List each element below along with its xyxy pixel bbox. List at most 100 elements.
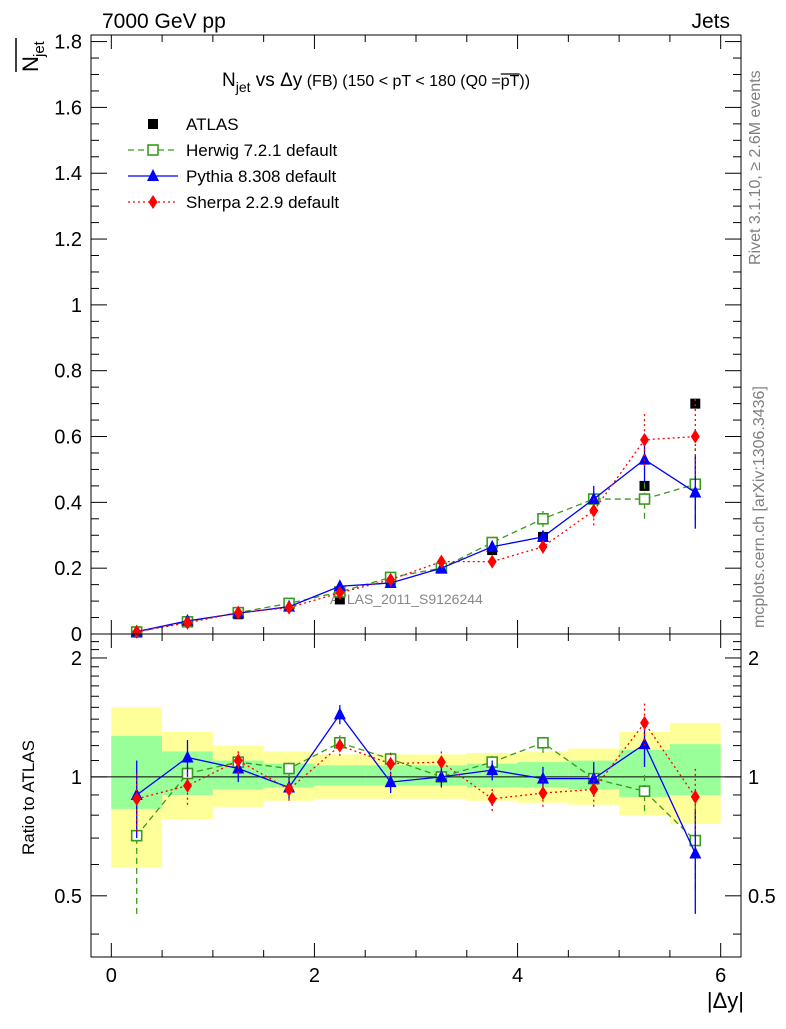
series-sherpa	[132, 397, 700, 639]
marker-sherpa	[640, 715, 650, 730]
marker-sherpa	[690, 789, 700, 804]
ratio-y-tick-label-right: 2	[748, 648, 759, 670]
legend-label: Herwig 7.2.1 default	[186, 141, 337, 160]
series-sherpa	[132, 702, 700, 831]
ratio-y-tick-label: 0.5	[54, 886, 82, 908]
marker-pythia	[384, 775, 397, 788]
marker-pythia	[181, 750, 194, 763]
analysis-watermark: ATLAS_2011_S9126244	[330, 591, 483, 607]
y-tick-label: 0	[71, 624, 82, 646]
marker-sherpa	[386, 572, 396, 587]
series-line	[136, 742, 696, 842]
header-left: 7000 GeV pp	[102, 10, 226, 33]
side-label-bottom: mcplots.cern.ch [arXiv:1306.3436]	[751, 386, 768, 628]
y-tick-label: 0.2	[54, 558, 82, 580]
marker-herwig	[638, 785, 651, 797]
marker-pythia	[147, 169, 159, 181]
marker-herwig	[537, 513, 549, 525]
marker-herwig	[638, 493, 651, 505]
marker-sherpa	[487, 791, 497, 806]
marker-sherpa	[538, 786, 548, 801]
ratio-y-tick-label: 1	[71, 767, 82, 789]
y-tick-label: 1	[71, 295, 82, 317]
ratio-panel: 0 2 4 60.5 0.51 12 2	[54, 620, 776, 987]
marker-pythia	[536, 529, 549, 542]
x-axis-label: |Δy|	[707, 988, 744, 1013]
marker-sherpa	[182, 778, 192, 793]
y-tick-label: 1.4	[54, 163, 82, 185]
marker-herwig	[147, 144, 159, 156]
marker-herwig	[283, 762, 295, 775]
ratio-y-tick-label-right: 0.5	[748, 886, 776, 908]
series-line	[136, 435, 696, 633]
y-tick-label: 1.2	[54, 229, 82, 251]
main-plot-title: Njet vs Δy (FB) (150 < pT < 180 (Q0 =pT)…	[222, 70, 530, 95]
marker-pythia	[638, 737, 651, 750]
marker-pythia	[587, 492, 600, 505]
marker-sherpa	[284, 782, 294, 797]
marker-sherpa	[284, 600, 294, 615]
marker-sherpa	[148, 195, 158, 209]
x-tick-label: 6	[715, 965, 726, 987]
series-herwig	[130, 448, 702, 638]
legend: ATLAS Herwig 7.2.1 default Pythia 8.308 de…	[128, 115, 339, 212]
marker-sherpa	[335, 585, 345, 600]
y-tick-label: 0.6	[54, 427, 82, 449]
marker-sherpa	[132, 791, 142, 806]
series-line	[136, 483, 696, 633]
title-part-rest: (FB) (150 < pT < 180 (Q0 =	[302, 73, 500, 90]
main-panel: 0 0.2 0.4 0.6 0.8 1 1.2 1.4 1.6 1.8	[54, 32, 742, 646]
marker-atlas	[148, 119, 158, 129]
ratio-y-tick-label-right: 1	[748, 767, 759, 789]
marker-sherpa	[233, 605, 243, 620]
marker-pythia	[333, 579, 346, 592]
y-tick-label: 1.8	[54, 32, 82, 54]
marker-sherpa	[182, 615, 192, 630]
legend-label: Sherpa 2.2.9 default	[186, 193, 339, 212]
series-line	[136, 713, 696, 854]
series-line	[136, 458, 696, 633]
legend-label: Pythia 8.308 default	[186, 167, 337, 186]
marker-sherpa	[335, 738, 345, 753]
title-part-over: pT	[501, 73, 520, 90]
marker-pythia	[486, 763, 499, 776]
x-tick-label: 2	[309, 965, 320, 987]
marker-sherpa	[386, 756, 396, 771]
y-tick-label: 1.6	[54, 97, 82, 119]
marker-pythia	[536, 771, 549, 784]
y-tick-label: 0.8	[54, 361, 82, 383]
main-ylabel-n: N	[18, 56, 43, 72]
side-label-top: Rivet 3.1.10, ≥ 2.6M events	[747, 70, 764, 265]
x-tick-label: 0	[106, 965, 117, 987]
marker-herwig	[537, 736, 549, 749]
main-ylabel-sub: jet	[31, 40, 48, 58]
marker-sherpa	[233, 753, 243, 768]
marker-pythia	[333, 707, 346, 720]
legend-label: ATLAS	[186, 115, 239, 134]
ratio-y-axis-label: Ratio to ATLAS	[19, 740, 38, 855]
series-pythia	[130, 705, 702, 914]
marker-sherpa	[436, 554, 446, 569]
x-tick-label: 4	[512, 965, 523, 987]
marker-pythia	[435, 769, 448, 782]
marker-sherpa	[640, 432, 650, 447]
marker-pythia	[638, 452, 651, 465]
header-right: Jets	[691, 10, 730, 33]
marker-sherpa	[487, 554, 497, 569]
main-y-axis-label: N jet	[15, 38, 48, 72]
ratio-y-tick-label: 2	[71, 648, 82, 670]
marker-sherpa	[589, 782, 599, 797]
marker-pythia	[689, 846, 702, 859]
marker-sherpa	[436, 755, 446, 770]
title-part-mid: vs Δy	[251, 70, 303, 91]
marker-sherpa	[132, 624, 142, 639]
marker-pythia	[587, 771, 600, 784]
y-tick-label: 0.4	[54, 492, 82, 514]
band-inner	[314, 765, 366, 786]
marker-pythia	[689, 485, 702, 498]
marker-pythia	[486, 539, 499, 552]
marker-atlas	[690, 398, 701, 409]
title-part-main: N	[222, 70, 236, 91]
